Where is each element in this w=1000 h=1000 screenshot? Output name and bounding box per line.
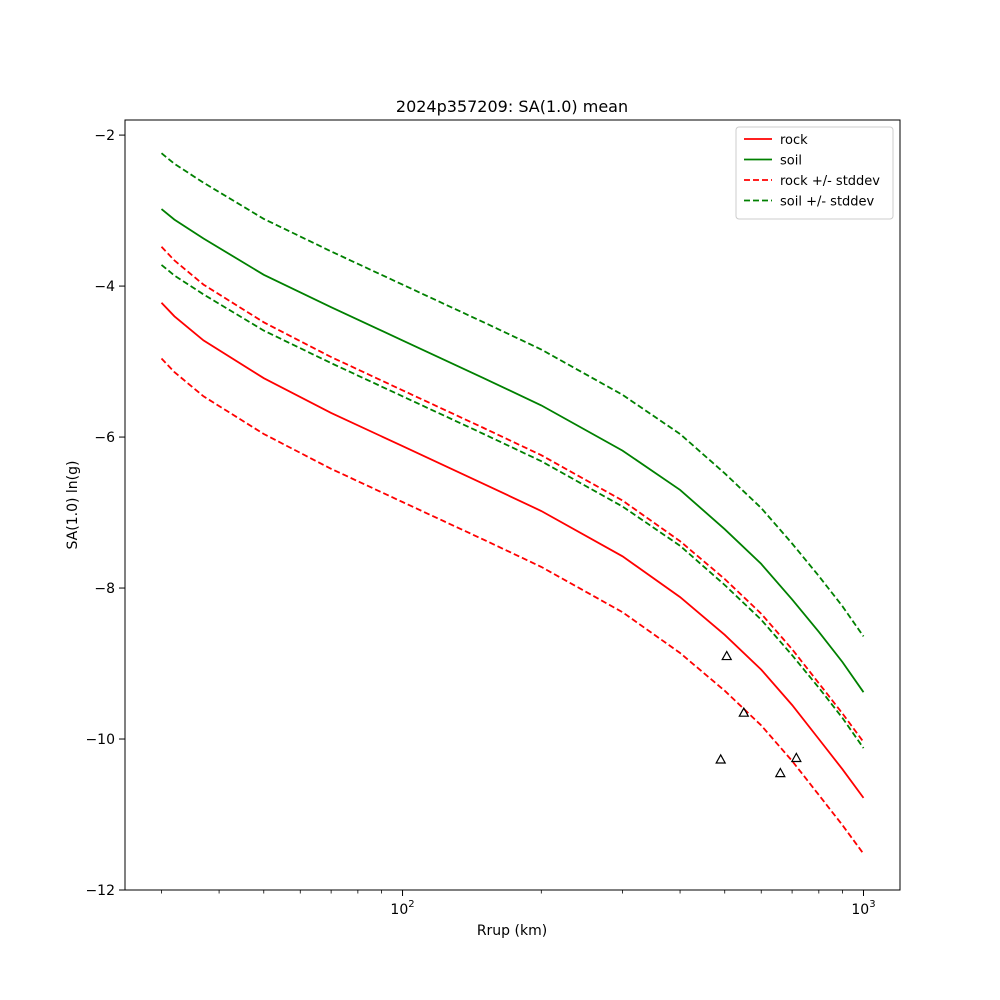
y-axis-ticks: −2 −4 −6 −8 −10 −12 xyxy=(85,128,125,899)
series-line-4 xyxy=(160,357,865,855)
legend: rock soil rock +/- stddev soil +/- stddev xyxy=(735,126,894,220)
legend-label-rock: rock xyxy=(780,133,808,148)
legend-label-soil-stddev: soil +/- stddev xyxy=(780,195,875,210)
series-line-3-rock-stddev xyxy=(160,246,865,743)
legend-box xyxy=(735,126,894,220)
y-tick-label-2: −4 xyxy=(94,279,115,295)
observation-marker-5 xyxy=(790,752,802,763)
observation-marker-4 xyxy=(774,767,786,778)
series-line-5-soil-stddev xyxy=(160,152,865,637)
y-tick-label-1: −2 xyxy=(94,128,115,144)
y-tick-label-6: −12 xyxy=(85,883,115,899)
series-line-2-soil xyxy=(160,208,865,693)
x-tick-label-1: 102 xyxy=(390,899,414,918)
observation-marker-1 xyxy=(715,753,727,764)
y-tick-label-4: −8 xyxy=(94,581,115,597)
observation-marker-3 xyxy=(738,706,750,717)
y-axis-label: SA(1.0) ln(g) xyxy=(65,461,81,550)
observation-marker-2 xyxy=(721,650,733,661)
x-axis-label: Rrup (km) xyxy=(477,923,547,939)
series-line-6 xyxy=(160,264,865,749)
y-tick-label-3: −6 xyxy=(94,430,115,446)
legend-label-rock-stddev: rock +/- stddev xyxy=(780,174,880,189)
legend-label-soil: soil xyxy=(780,154,802,169)
chart-title: 2024p357209: SA(1.0) mean xyxy=(396,97,628,116)
series-line-1-rock xyxy=(160,302,865,799)
series-layer xyxy=(160,152,865,855)
x-axis-ticks: 102 103 xyxy=(161,890,876,918)
plot-frame xyxy=(124,119,901,891)
x-tick-label-2: 103 xyxy=(851,899,875,918)
y-tick-label-5: −10 xyxy=(85,732,115,748)
observation-markers xyxy=(715,650,802,778)
